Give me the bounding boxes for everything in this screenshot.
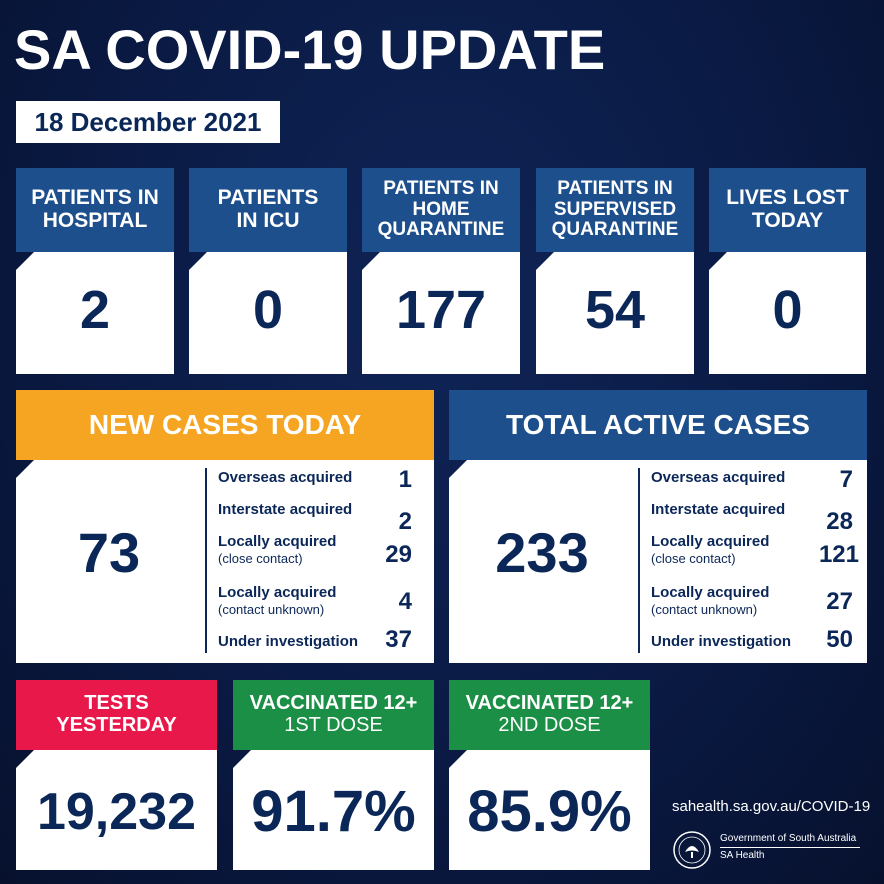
gov-divider xyxy=(720,847,860,848)
case-row-label: Under investigation xyxy=(651,633,792,650)
new-cases-total: 73 xyxy=(77,521,141,584)
vaccinated-second-label: VACCINATED 12+ 2ND DOSE xyxy=(449,680,650,750)
tests-body: 19,232 xyxy=(16,750,217,870)
case-row-label: Locally acquired xyxy=(651,584,770,601)
stat-card-hospital: PATIENTS IN HOSPITAL 2 xyxy=(16,168,174,374)
case-row-value: 2 xyxy=(398,508,412,535)
new-cases-body: 73 Overseas acquired 1 Interstate acquir… xyxy=(16,460,434,663)
case-row-label: Overseas acquired xyxy=(218,469,353,486)
case-row-label: Interstate acquired xyxy=(651,501,786,518)
vaccinated-second-value: 85.9% xyxy=(467,779,632,844)
case-row-value: 27 xyxy=(826,588,853,615)
case-row-label: Overseas acquired xyxy=(651,469,786,486)
stat-label: PATIENTS IN HOME QUARANTINE xyxy=(362,168,520,252)
case-row-sublabel: (contact unknown) xyxy=(651,602,758,617)
sa-government-emblem-icon xyxy=(673,831,711,869)
stat-card-lives-lost: LIVES LOST TODAY 0 xyxy=(709,168,866,374)
vaccinated-first-dose-card: VACCINATED 12+ 1ST DOSE 91.7% xyxy=(233,680,434,870)
vaccinated-first-label-line2: 1ST DOSE xyxy=(284,714,383,736)
case-row-value: 4 xyxy=(398,588,412,615)
vaccinated-first-label: VACCINATED 12+ 1ST DOSE xyxy=(233,680,434,750)
case-row-value: 28 xyxy=(826,508,853,535)
stat-value: 0 xyxy=(252,280,284,340)
stat-label: PATIENTS IN HOSPITAL xyxy=(16,168,174,252)
vaccinated-first-label-line1: VACCINATED 12+ xyxy=(249,692,418,715)
stat-body: 0 xyxy=(709,252,866,374)
vaccinated-first-value: 91.7% xyxy=(251,779,416,844)
government-branding: Government of South Australia SA Health xyxy=(720,833,860,862)
stat-label: PATIENTS IN SUPERVISED QUARANTINE xyxy=(536,168,694,252)
case-row-sublabel: (contact unknown) xyxy=(218,602,325,617)
case-row-label: Locally acquired xyxy=(651,533,770,550)
case-row-value: 1 xyxy=(398,466,412,493)
case-row-value: 7 xyxy=(839,466,853,493)
stat-card-icu: PATIENTS IN ICU 0 xyxy=(189,168,347,374)
tests-value: 19,232 xyxy=(36,783,197,841)
tests-card: TESTS YESTERDAY 19,232 xyxy=(16,680,217,870)
case-row-value: 37 xyxy=(385,626,412,653)
case-row-sublabel: (close contact) xyxy=(651,551,736,566)
case-row-sublabel: (close contact) xyxy=(218,551,303,566)
stat-body: 177 xyxy=(362,252,520,374)
new-cases-title: NEW CASES TODAY xyxy=(16,390,434,460)
case-row-label: Locally acquired xyxy=(218,584,337,601)
vaccinated-second-label-line1: VACCINATED 12+ xyxy=(465,692,634,715)
vaccinated-first-body: 91.7% xyxy=(233,750,434,870)
active-cases-total: 233 xyxy=(495,521,589,584)
case-row-value: 121 xyxy=(818,541,859,568)
stat-value: 54 xyxy=(584,280,646,340)
gov-department: SA Health xyxy=(720,850,765,861)
active-cases-body: 233 Overseas acquired 7 Interstate acqui… xyxy=(449,460,867,663)
active-cases-title: TOTAL ACTIVE CASES xyxy=(449,390,867,460)
stat-label: LIVES LOST TODAY xyxy=(709,168,866,252)
stat-value: 177 xyxy=(395,280,487,340)
gov-name: Government of South Australia xyxy=(720,833,857,844)
case-row-label: Interstate acquired xyxy=(218,501,353,518)
case-row-value: 50 xyxy=(826,626,853,653)
stat-body: 2 xyxy=(16,252,174,374)
page-title: SA COVID-19 UPDATE xyxy=(14,18,606,81)
divider xyxy=(638,468,640,653)
website-link[interactable]: sahealth.sa.gov.au/COVID-19 xyxy=(672,798,871,815)
case-row-label: Under investigation xyxy=(218,633,359,650)
vaccinated-second-body: 85.9% xyxy=(449,750,650,870)
tests-label-line2: YESTERDAY xyxy=(56,714,177,736)
stat-label: PATIENTS IN ICU xyxy=(189,168,347,252)
stat-card-supervised-quarantine: PATIENTS IN SUPERVISED QUARANTINE 54 xyxy=(536,168,694,374)
stat-body: 54 xyxy=(536,252,694,374)
vaccinated-second-dose-card: VACCINATED 12+ 2ND DOSE 85.9% xyxy=(449,680,650,870)
case-row-label: Locally acquired xyxy=(218,533,337,550)
vaccinated-second-label-line2: 2ND DOSE xyxy=(498,714,601,736)
case-row-value: 29 xyxy=(385,541,412,568)
stat-value: 2 xyxy=(79,280,111,340)
tests-label: TESTS YESTERDAY xyxy=(16,680,217,750)
divider xyxy=(205,468,207,653)
new-cases-card: NEW CASES TODAY 73 Overseas acquired 1 I… xyxy=(16,390,434,663)
tests-label-line1: TESTS xyxy=(84,692,149,715)
active-cases-card: TOTAL ACTIVE CASES 233 Overseas acquired… xyxy=(449,390,867,663)
date-label: 18 December 2021 xyxy=(16,101,280,143)
stat-card-home-quarantine: PATIENTS IN HOME QUARANTINE 177 xyxy=(362,168,520,374)
stat-body: 0 xyxy=(189,252,347,374)
stat-value: 0 xyxy=(772,280,803,340)
